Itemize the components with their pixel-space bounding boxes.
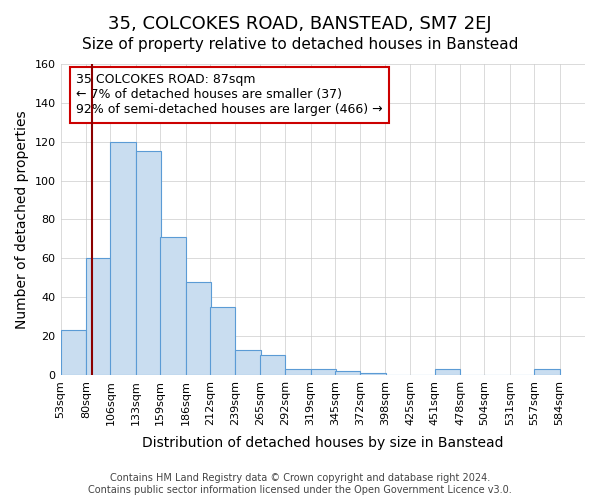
Bar — [210, 307, 235, 375]
Text: Size of property relative to detached houses in Banstead: Size of property relative to detached ho… — [82, 38, 518, 52]
Bar — [110, 142, 136, 375]
Bar — [160, 237, 185, 375]
Text: 35 COLCOKES ROAD: 87sqm
← 7% of detached houses are smaller (37)
92% of semi-det: 35 COLCOKES ROAD: 87sqm ← 7% of detached… — [76, 74, 383, 116]
Bar — [534, 369, 560, 375]
Text: Contains HM Land Registry data © Crown copyright and database right 2024.
Contai: Contains HM Land Registry data © Crown c… — [88, 474, 512, 495]
Bar — [361, 373, 386, 375]
Bar — [235, 350, 261, 375]
Y-axis label: Number of detached properties: Number of detached properties — [15, 110, 29, 329]
Bar — [260, 356, 285, 375]
Bar — [285, 369, 311, 375]
Bar — [434, 369, 460, 375]
Bar — [61, 330, 86, 375]
Bar — [335, 371, 361, 375]
Text: 35, COLCOKES ROAD, BANSTEAD, SM7 2EJ: 35, COLCOKES ROAD, BANSTEAD, SM7 2EJ — [108, 15, 492, 33]
Bar — [136, 152, 161, 375]
Bar — [86, 258, 111, 375]
Bar — [185, 282, 211, 375]
X-axis label: Distribution of detached houses by size in Banstead: Distribution of detached houses by size … — [142, 436, 503, 450]
Bar — [311, 369, 336, 375]
